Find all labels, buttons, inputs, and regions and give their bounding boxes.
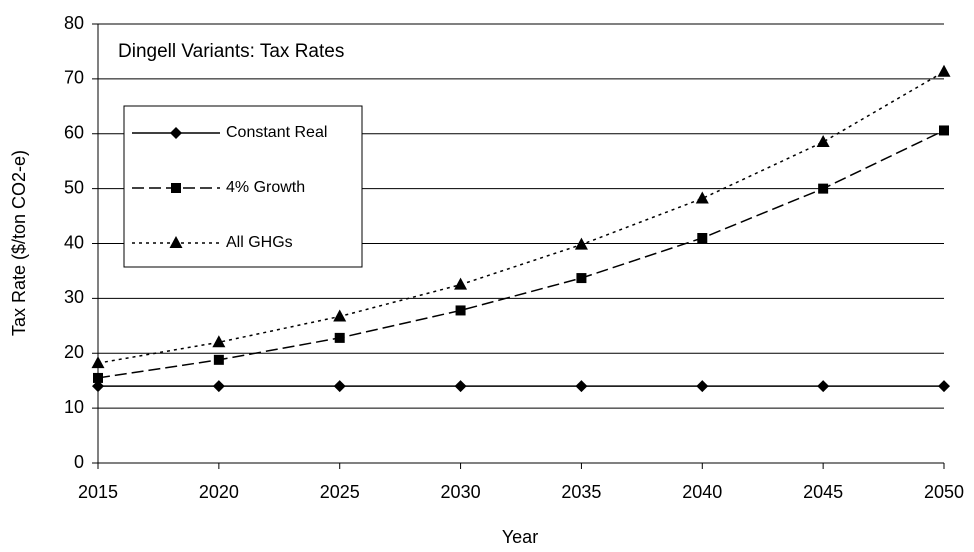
x-axis-label: Year [502,527,538,547]
x-tick-label: 2045 [803,482,843,502]
marker [333,309,347,322]
marker [697,233,708,244]
series-line [97,71,945,364]
marker [937,64,951,77]
y-axis-label: Tax Rate ($/ton CO2-e) [9,150,29,336]
y-tick-label: 50 [64,177,84,197]
y-tick-label: 10 [64,397,84,417]
x-tick-label: 2020 [199,482,239,502]
x-tick-label: 2040 [682,482,722,502]
y-tick-label: 20 [64,342,84,362]
marker [817,380,830,393]
x-tick-label: 2035 [561,482,601,502]
y-tick-label: 0 [74,452,84,472]
marker [334,332,345,343]
marker [455,305,466,316]
marker [695,191,709,204]
y-tick-label: 80 [64,13,84,33]
y-tick-label: 40 [64,232,84,252]
marker [576,273,587,284]
y-tick-label: 30 [64,287,84,307]
marker [575,380,588,393]
marker [938,380,950,393]
legend-label: Constant Real [226,124,327,141]
x-tick-label: 2015 [78,482,118,502]
marker [93,372,103,383]
marker [696,380,709,393]
marker [333,380,346,393]
x-tick-label: 2025 [320,482,360,502]
legend-label: 4% Growth [226,179,305,196]
chart-title: Dingell Variants: Tax Rates [118,41,344,62]
x-tick-label: 2030 [441,482,481,502]
legend-label: All GHGs [226,234,293,251]
marker [454,380,467,393]
marker [212,380,225,393]
series-line [97,129,945,379]
y-tick-label: 60 [64,123,84,143]
x-tick-label: 2050 [924,482,964,502]
marker [212,335,226,348]
legend-marker [171,183,181,193]
marker [939,125,949,136]
marker [574,237,588,250]
marker [454,277,468,290]
legend-marker [170,127,182,139]
marker [213,354,224,365]
marker [816,134,830,147]
y-tick-label: 70 [64,68,84,88]
marker [818,183,829,194]
marker [92,380,104,393]
legend-marker [169,236,183,248]
marker [91,356,105,369]
